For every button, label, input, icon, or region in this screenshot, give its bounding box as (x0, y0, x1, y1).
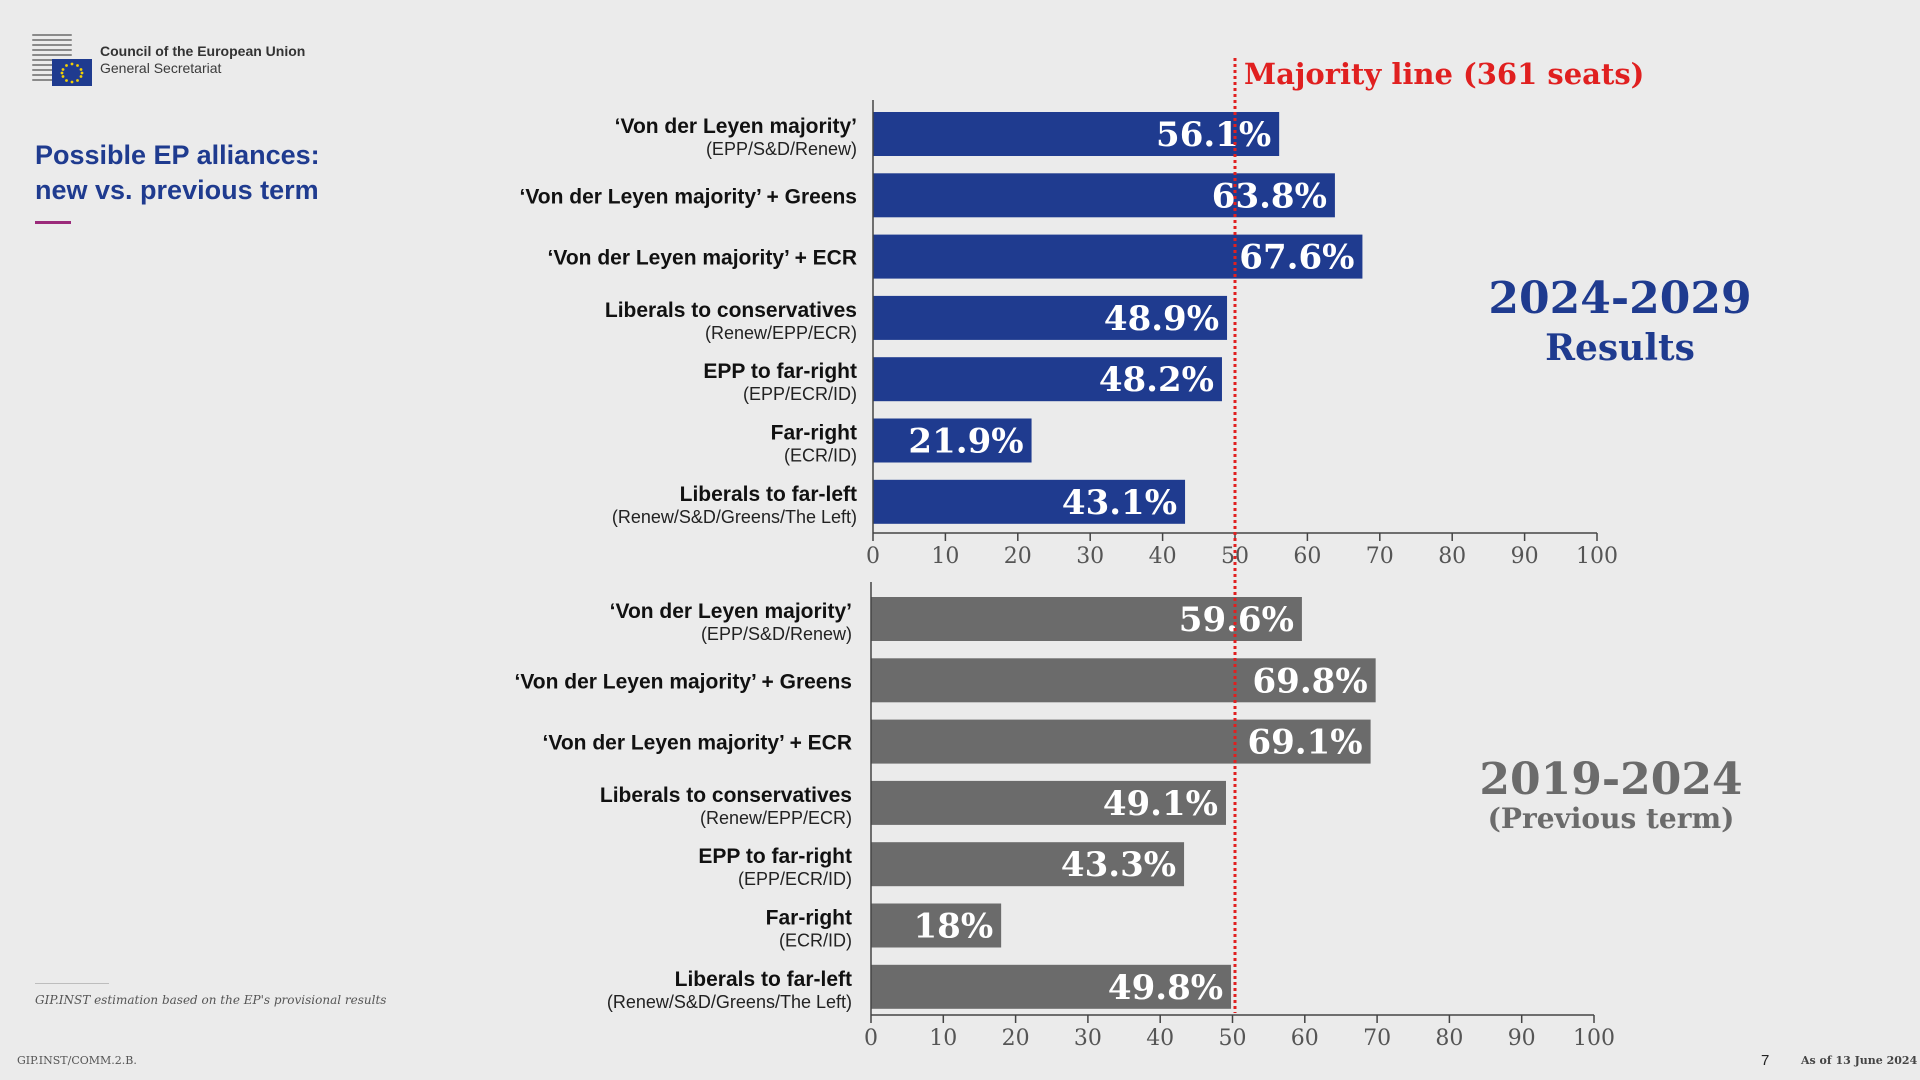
previous-category-label: Liberals to conservatives (600, 784, 852, 807)
current-category-sublabel: (Renew/EPP/ECR) (705, 323, 857, 343)
footnote: GIP.INST estimation based on the EP's pr… (35, 993, 387, 1007)
previous-bar (871, 780, 1226, 825)
document-code: GIP.INST/COMM.2.B. (17, 1054, 137, 1067)
current-bar-value-label: 67.6% (1239, 238, 1354, 278)
previous-bar (871, 658, 1376, 703)
current-x-tick-label: 40 (1149, 544, 1177, 569)
previous-category-sublabel: (EPP/ECR/ID) (738, 869, 852, 889)
current-category-sublabel: (Renew/S&D/Greens/The Left) (612, 507, 857, 527)
current-bar (873, 479, 1186, 524)
previous-x-tick-label: 70 (1363, 1026, 1391, 1051)
current-period-subtitle: Results (1545, 327, 1695, 369)
current-bar (873, 112, 1280, 156)
previous-x-tick-label: 90 (1508, 1026, 1536, 1051)
previous-category-label: ‘Von der Leyen majority’ + Greens (515, 670, 853, 693)
current-bar (873, 357, 1222, 402)
previous-category-label: ‘Von der Leyen majority’ + ECR (543, 732, 852, 755)
previous-x-tick-label: 100 (1573, 1026, 1615, 1051)
previous-category-sublabel: (ECR/ID) (779, 931, 852, 951)
page-title-line2: new vs. previous term (35, 175, 319, 205)
current-bar (873, 295, 1228, 340)
current-period-title: 2024-2029 (1488, 273, 1751, 324)
current-bar-value-label: 48.2% (1099, 360, 1214, 400)
current-category-label: Far-right (771, 422, 857, 445)
previous-x-tick-label: 50 (1219, 1026, 1247, 1051)
previous-category-label: EPP to far-right (698, 845, 852, 868)
previous-bar-value-label: 69.8% (1253, 661, 1368, 701)
current-x-tick-label: 90 (1511, 544, 1539, 569)
current-category-sublabel: (EPP/S&D/Renew) (706, 139, 857, 159)
current-category-label: ‘Von der Leyen majority’ + Greens (520, 185, 858, 208)
page-title: Possible EP alliances: new vs. previous … (35, 138, 320, 208)
current-bar (873, 173, 1335, 218)
previous-x-tick-label: 30 (1074, 1026, 1102, 1051)
current-bar-value-label: 21.9% (908, 422, 1023, 462)
current-category-label: ‘Von der Leyen majority’ (615, 115, 857, 138)
page-number: 7 (1761, 1052, 1770, 1069)
current-category-label: ‘Von der Leyen majority’ + ECR (548, 247, 857, 270)
previous-bar (871, 903, 1002, 948)
current-x-tick-label: 60 (1293, 544, 1321, 569)
org-line1: Council of the European Union (100, 43, 306, 59)
previous-x-tick-label: 60 (1291, 1026, 1319, 1051)
org-name: Council of the European Union General Se… (100, 43, 305, 77)
current-x-tick-label: 10 (931, 544, 959, 569)
current-bar-value-label: 56.1% (1156, 115, 1271, 155)
previous-bar (871, 597, 1302, 641)
previous-bar (871, 964, 1232, 1009)
current-bar-value-label: 43.1% (1062, 483, 1177, 523)
previous-bar-value-label: 69.1% (1247, 723, 1362, 763)
title-accent-rule (35, 221, 71, 224)
current-bar-value-label: 63.8% (1212, 176, 1327, 216)
previous-x-tick-label: 10 (929, 1026, 957, 1051)
current-category-label: Liberals to far-left (680, 483, 857, 506)
current-x-tick-label: 100 (1576, 544, 1618, 569)
previous-category-label: ‘Von der Leyen majority’ (610, 600, 852, 623)
current-x-tick-label: 70 (1366, 544, 1394, 569)
previous-category-sublabel: (Renew/S&D/Greens/The Left) (607, 992, 852, 1012)
previous-bar-value-label: 49.8% (1108, 968, 1223, 1008)
current-x-tick-label: 80 (1438, 544, 1466, 569)
org-line2: General Secretariat (100, 60, 222, 76)
page-title-line1: Possible EP alliances: (35, 140, 320, 170)
previous-bar (871, 842, 1185, 887)
previous-bar-value-label: 18% (914, 907, 994, 947)
previous-x-tick-label: 80 (1435, 1026, 1463, 1051)
previous-category-sublabel: (Renew/EPP/ECR) (700, 808, 852, 828)
previous-x-tick-label: 0 (864, 1026, 878, 1051)
current-x-tick-label: 20 (1004, 544, 1032, 569)
current-bar (873, 234, 1363, 279)
current-bar (873, 418, 1032, 463)
current-category-sublabel: (EPP/ECR/ID) (743, 384, 857, 404)
previous-period-subtitle: (Previous term) (1488, 802, 1735, 835)
date-note: As of 13 June 2024 (1801, 1054, 1918, 1067)
council-emblem-icon (32, 34, 94, 86)
previous-bar-value-label: 43.3% (1061, 845, 1176, 885)
previous-bar (871, 719, 1371, 764)
previous-bar-value-label: 49.1% (1103, 784, 1218, 824)
eu-flag-icon (52, 59, 92, 86)
previous-category-label: Far-right (766, 907, 852, 930)
footnote-divider (35, 983, 109, 984)
previous-category-label: Liberals to far-left (675, 968, 852, 991)
majority-line-label: Majority line (361 seats) (1244, 57, 1644, 91)
current-category-sublabel: (ECR/ID) (784, 446, 857, 466)
current-category-label: EPP to far-right (703, 360, 857, 383)
council-logo: Council of the European Union General Se… (32, 34, 305, 86)
current-x-tick-label: 30 (1076, 544, 1104, 569)
previous-category-sublabel: (EPP/S&D/Renew) (701, 624, 852, 644)
previous-x-tick-label: 20 (1002, 1026, 1030, 1051)
previous-x-tick-label: 40 (1146, 1026, 1174, 1051)
current-bar-value-label: 48.9% (1104, 299, 1219, 339)
current-x-tick-label: 0 (866, 544, 880, 569)
current-category-label: Liberals to conservatives (605, 299, 857, 322)
previous-period-title: 2019-2024 (1479, 754, 1742, 805)
